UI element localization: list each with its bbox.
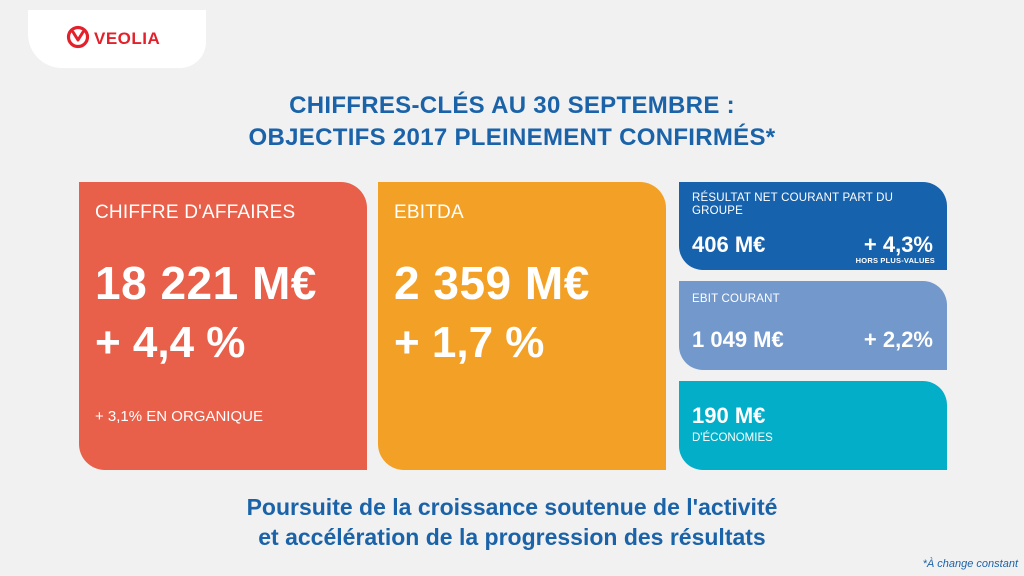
headline: CHIFFRES-CLÉS AU 30 SEPTEMBRE : OBJECTIF… [0, 90, 1024, 154]
tagline-line-1: Poursuite de la croissance soutenue de l… [246, 494, 778, 520]
footnote: *À change constant [922, 558, 1018, 570]
tagline-line-2: et accélération de la progression des ré… [258, 524, 766, 550]
card-change: + 2,2% [863, 327, 933, 352]
card-label: CHIFFRE D'AFFAIRES [95, 202, 296, 223]
headline-line-1: CHIFFRES-CLÉS AU 30 SEPTEMBRE : [289, 92, 735, 119]
card-ebitda: EBITDA 2 359 M€ + 1,7 % [378, 182, 666, 470]
card-value: 190 M€ [692, 403, 766, 428]
card-value: 18 221 M€ [95, 257, 317, 309]
brand-name: VEOLIA [94, 29, 161, 48]
veolia-logo: VEOLIA [66, 25, 161, 54]
card-change: + 4,3% [863, 232, 933, 257]
card-ebit-courant: EBIT COURANT 1 049 M€ + 2,2% [679, 281, 947, 370]
card-note: + 3,1% EN ORGANIQUE [95, 408, 263, 425]
card-change: + 1,7 % [394, 318, 545, 367]
tagline: Poursuite de la croissance soutenue de l… [0, 492, 1024, 552]
card-value: 2 359 M€ [394, 257, 590, 309]
card-resultat-net: RÉSULTAT NET COURANT PART DU GROUPE 406 … [679, 182, 947, 270]
card-label: EBITDA [394, 202, 464, 223]
card-note: D'ÉCONOMIES [692, 432, 773, 444]
card-subnote: HORS PLUS-VALUES [855, 256, 935, 265]
card-value: 406 M€ [692, 232, 766, 257]
card-label: RÉSULTAT NET COURANT PART DU GROUPE [692, 192, 894, 217]
logo-tab [28, 10, 206, 68]
card-economies: 190 M€ D'ÉCONOMIES [679, 381, 947, 470]
card-value: 1 049 M€ [692, 327, 784, 352]
card-change: + 4,4 % [95, 318, 246, 367]
headline-line-2: OBJECTIFS 2017 PLEINEMENT CONFIRMÉS* [248, 124, 776, 151]
card-label: EBIT COURANT [692, 293, 780, 305]
veolia-logo-icon [66, 25, 90, 54]
card-chiffre-affaires: CHIFFRE D'AFFAIRES 18 221 M€ + 4,4 % + 3… [79, 182, 367, 470]
